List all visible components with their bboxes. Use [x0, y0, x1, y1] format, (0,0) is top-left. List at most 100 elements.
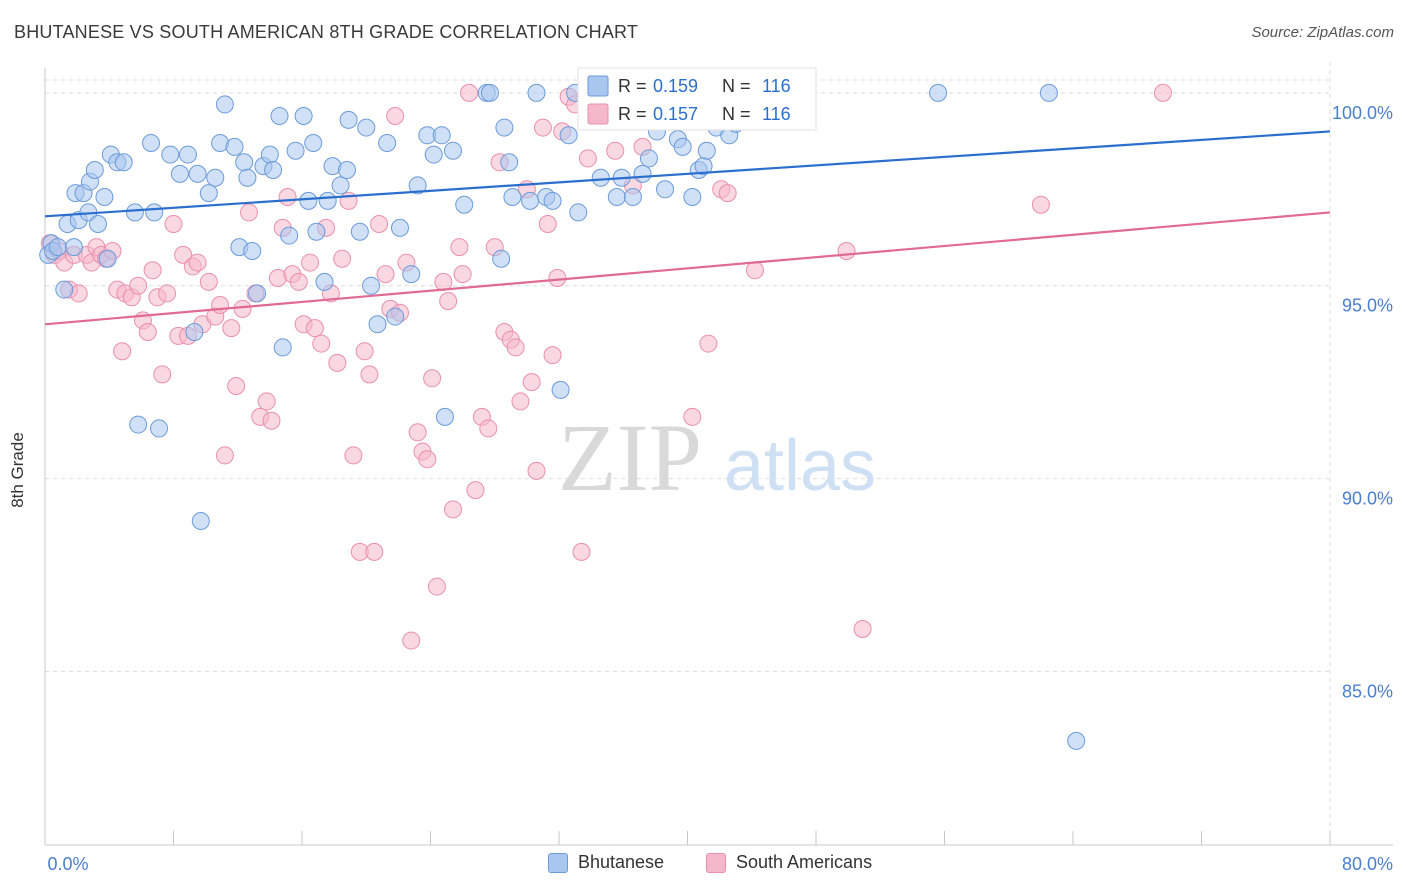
bhutanese-point	[559, 126, 578, 145]
bhutanese-point	[98, 249, 117, 268]
bhutanese-point	[929, 83, 948, 102]
south-americans-point	[386, 107, 405, 125]
south-americans-point	[289, 272, 308, 291]
south-americans-point	[511, 392, 530, 411]
legend-swatch-south-americans	[706, 852, 726, 873]
south-americans-point	[718, 184, 737, 203]
south-americans-point	[466, 481, 485, 500]
bhutanese-point	[623, 188, 642, 206]
south-americans-point	[683, 407, 702, 426]
south-americans-point	[439, 292, 458, 311]
legend-n-label-2: N =	[722, 104, 751, 124]
south-americans-point	[328, 353, 347, 372]
south-americans-point	[548, 269, 567, 287]
bhutanese-point	[607, 188, 626, 206]
south-americans-point	[1031, 195, 1050, 214]
bhutanese-point	[248, 284, 267, 303]
bhutanese-point	[697, 141, 716, 160]
bhutanese-point	[443, 141, 462, 160]
bhutanese-point	[260, 145, 279, 164]
bhutanese-point	[215, 95, 234, 114]
bhutanese-point	[307, 222, 326, 241]
south-americans-point	[188, 253, 207, 272]
south-americans-point	[344, 446, 363, 465]
bhutanese-point	[408, 176, 427, 195]
legend-item-bhutanese[interactable]: Bhutanese	[548, 852, 664, 873]
south-americans-point	[360, 365, 379, 384]
south-americans-point	[572, 542, 591, 561]
y-tick-label: 85.0%	[1342, 681, 1393, 701]
south-americans-point	[153, 365, 172, 384]
south-americans-point	[460, 83, 479, 102]
watermark-atlas: atlas	[724, 426, 876, 506]
south-americans-point	[215, 446, 234, 465]
bhutanese-point	[656, 180, 675, 199]
bhutanese-point	[386, 307, 405, 326]
bhutanese-point	[178, 145, 197, 164]
bhutanese-point	[299, 191, 318, 210]
bhutanese-point	[150, 419, 169, 438]
south-americans-point	[113, 342, 132, 361]
south-americans-point	[239, 203, 258, 222]
bhutanese-point	[378, 134, 397, 152]
bhutanese-point	[280, 226, 299, 245]
south-americans-point	[527, 461, 546, 480]
bhutanese-point	[185, 323, 204, 341]
south-americans-point	[278, 188, 297, 206]
bhutanese-trend-line	[44, 130, 1331, 218]
south-americans-point	[578, 149, 597, 168]
legend-item-south-americans[interactable]: South Americans	[706, 852, 872, 873]
bhutanese-point	[318, 191, 337, 210]
bhutanese-point	[591, 168, 610, 187]
chart-title: BHUTANESE VS SOUTH AMERICAN 8TH GRADE CO…	[14, 22, 639, 42]
bhutanese-point	[480, 83, 499, 102]
south-americans-point	[450, 238, 469, 257]
bhutanese-point	[48, 238, 67, 257]
south-americans-point	[506, 338, 525, 357]
bhutanese-point	[199, 184, 218, 203]
bhutanese-point	[225, 137, 244, 156]
y-tick-label: 95.0%	[1342, 296, 1393, 316]
south-americans-point	[402, 631, 421, 650]
south-americans-point	[427, 577, 446, 596]
bhutanese-point	[145, 203, 164, 222]
south-americans-point	[129, 276, 148, 295]
bhutanese-point	[331, 176, 350, 195]
south-americans-point	[699, 334, 718, 353]
south-americans-point	[853, 620, 872, 638]
x-tick-label: 80.0%	[1342, 854, 1393, 874]
x-tick-label: 0.0%	[47, 854, 88, 874]
south-americans-point	[479, 419, 498, 438]
legend-swatch-south-americans	[587, 103, 609, 125]
axes	[44, 68, 1393, 846]
south-americans-point	[355, 342, 374, 361]
bhutanese-point	[455, 195, 474, 214]
legend-r-label-1: R =	[618, 76, 647, 96]
legend-n-value-2: 116	[762, 104, 791, 124]
south-americans-point	[164, 215, 183, 233]
bhutanese-point	[569, 203, 588, 222]
south-americans-point	[1153, 83, 1172, 102]
south-americans-point	[745, 261, 764, 280]
south-americans-point	[174, 245, 193, 264]
bhutanese-point	[142, 134, 161, 152]
legend-n-label-1: N =	[722, 76, 751, 96]
bhutanese-point	[235, 153, 254, 172]
south-americans-point	[305, 319, 324, 338]
bhutanese-point	[357, 118, 376, 137]
south-americans-point	[257, 392, 276, 411]
bhutanese-point	[95, 188, 114, 206]
legend-r-value-1: 0.159	[653, 76, 698, 96]
y-tick-label: 100.0%	[1332, 103, 1393, 123]
bhutanese-point	[125, 203, 144, 222]
bhutanese-point	[500, 153, 519, 172]
bhutanese-point	[273, 338, 292, 357]
south-americans-point	[837, 242, 856, 260]
bhutanese-point	[432, 126, 451, 145]
south-americans-point	[606, 141, 625, 160]
bhutanese-point	[527, 83, 546, 102]
bhutanese-point	[1067, 731, 1086, 750]
south-americans-point	[434, 272, 453, 291]
bhutanese-point	[503, 188, 522, 206]
